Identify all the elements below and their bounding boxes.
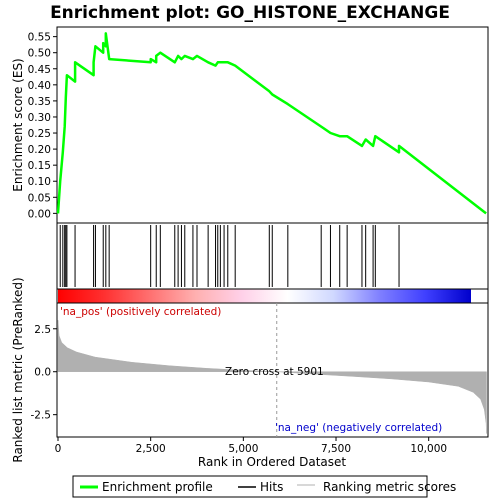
es-y-tick-label: 0.00 bbox=[28, 208, 51, 220]
hit-markers bbox=[59, 225, 400, 287]
es-y-tick-label: 0.25 bbox=[28, 128, 51, 140]
es-y-tick-label: 0.40 bbox=[28, 80, 51, 92]
es-y-tick-label: 0.10 bbox=[28, 176, 51, 188]
metric-panel-frame bbox=[56, 302, 489, 438]
x-tick-label: 0 bbox=[55, 443, 62, 455]
x-tick-label: 2,500 bbox=[136, 443, 166, 455]
legend-metric-label: Ranking metric scores bbox=[323, 480, 456, 494]
legend-hits-label: Hits bbox=[260, 480, 283, 494]
metric-y-axis-label: Ranked list metric (PreRanked) bbox=[11, 277, 25, 462]
metric-y-tick-label: 0.0 bbox=[34, 367, 51, 379]
es-y-tick-label: 0.20 bbox=[28, 144, 51, 156]
metric-y-ticks: -2.5 0.0 2.5 bbox=[31, 324, 57, 422]
ranking-metric-area bbox=[57, 320, 487, 434]
x-tick-label: 5,000 bbox=[228, 443, 258, 455]
pos-correlated-label: 'na_pos' (positively correlated) bbox=[60, 306, 221, 318]
chart-title: Enrichment plot: GO_HISTONE_EXCHANGE bbox=[50, 3, 450, 23]
es-y-ticks: 0.00 0.05 0.10 0.15 0.20 0.25 0.30 0.35 0.40 0.45… bbox=[28, 32, 57, 220]
es-y-tick-label: 0.30 bbox=[28, 112, 51, 124]
enrichment-profile-line bbox=[56, 32, 487, 215]
x-tick-label: 7,500 bbox=[321, 443, 351, 455]
enrichment-profile bbox=[56, 32, 487, 215]
x-ticks: 0 2,500 5,000 7,500 10,000 bbox=[55, 437, 447, 455]
legend-enrichment-label: Enrichment profile bbox=[102, 480, 213, 494]
es-panel-frame bbox=[56, 26, 489, 224]
es-y-axis-label: Enrichment score (ES) bbox=[11, 58, 25, 191]
zero-cross-label: Zero cross at 5901 bbox=[225, 366, 324, 378]
ranking-metric-fill bbox=[57, 320, 487, 434]
metric-y-tick-label: 2.5 bbox=[34, 324, 51, 336]
es-y-tick-label: 0.05 bbox=[28, 192, 51, 204]
metric-y-tick-label: -2.5 bbox=[31, 410, 52, 422]
x-axis-label: Rank in Ordered Dataset bbox=[198, 455, 346, 469]
es-y-tick-label: 0.35 bbox=[28, 96, 51, 108]
es-y-tick-label: 0.15 bbox=[28, 160, 51, 172]
es-y-tick-label: 0.45 bbox=[28, 64, 51, 76]
rank-colorbar bbox=[58, 289, 471, 303]
es-y-tick-label: 0.55 bbox=[28, 32, 51, 44]
x-tick-label: 10,000 bbox=[410, 443, 447, 455]
es-y-tick-label: 0.50 bbox=[28, 48, 51, 60]
neg-correlated-label: 'na_neg' (negatively correlated) bbox=[275, 422, 442, 434]
